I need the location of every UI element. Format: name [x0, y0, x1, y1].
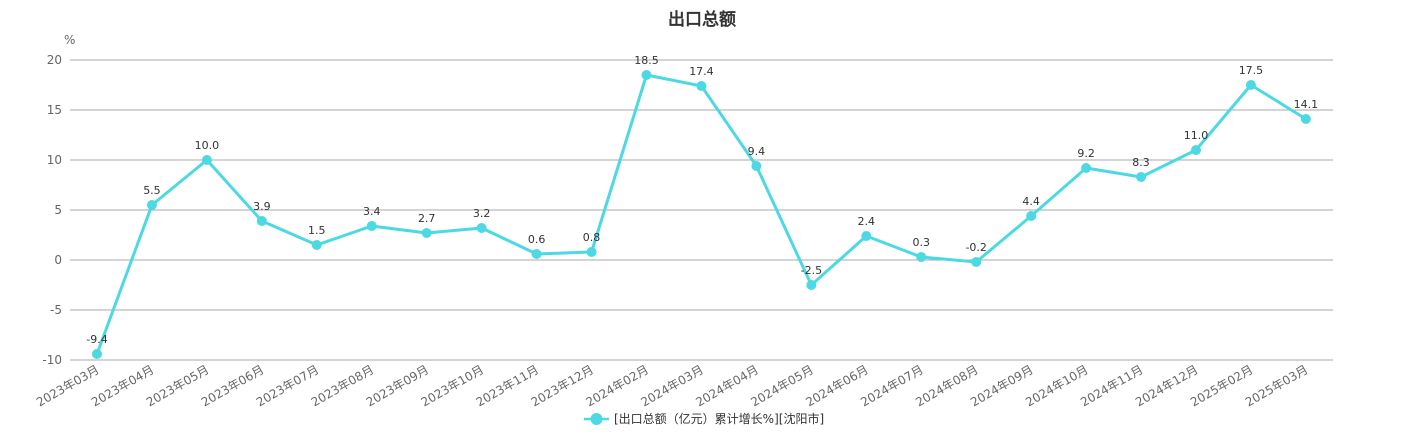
data-label: 17.5	[1239, 64, 1264, 77]
data-label: 0.8	[583, 231, 601, 244]
data-point	[971, 257, 982, 267]
x-tick-label: 2025年03月	[1243, 362, 1310, 409]
data-label: 9.4	[748, 145, 766, 158]
data-label: 10.0	[195, 139, 220, 152]
data-label: 3.9	[253, 200, 271, 213]
data-point	[421, 228, 432, 238]
data-label: 0.6	[528, 233, 546, 246]
data-point	[1026, 211, 1037, 221]
data-point	[146, 200, 157, 210]
data-point	[311, 240, 322, 250]
chart-title: 出口总额	[668, 9, 736, 30]
data-label: 3.4	[363, 205, 381, 218]
y-axis-ticks: 20 15 10 5 0 -5 -10	[42, 53, 62, 367]
y-tick-label: 20	[47, 53, 62, 67]
y-tick-label: 15	[47, 103, 62, 117]
data-point	[1136, 172, 1147, 182]
gridlines	[70, 59, 1333, 361]
data-point	[751, 161, 762, 171]
data-point	[1081, 163, 1092, 173]
data-label: 2.7	[418, 212, 436, 225]
data-point	[916, 252, 927, 262]
data-point	[256, 216, 267, 226]
data-label: -0.2	[965, 241, 986, 254]
legend-label: [出口总额（亿元）累计增长%][沈阳市]	[614, 411, 824, 426]
data-point	[806, 280, 817, 290]
data-label: 1.5	[308, 224, 326, 237]
data-point	[1300, 114, 1311, 124]
data-label: 3.2	[473, 207, 491, 220]
data-label: 14.1	[1294, 98, 1319, 111]
legend[interactable]: [出口总额（亿元）累计增长%][沈阳市]	[584, 411, 824, 426]
data-label: 17.4	[689, 65, 714, 78]
data-point	[696, 81, 707, 91]
series-layer: -9.4 5.5 10.0 3.9 1.5 3.4 2.7 3.2 0.6 0.8 18.5 17.4…	[86, 54, 1318, 359]
y-tick-label: -5	[50, 303, 62, 317]
data-label: 9.2	[1077, 147, 1095, 160]
data-point	[1191, 145, 1201, 155]
data-point	[586, 247, 597, 257]
x-axis-ticks: 2023年03月2023年04月2023年05月2023年06月2023年07月…	[34, 362, 1310, 409]
data-point	[531, 249, 542, 259]
data-point	[366, 221, 377, 231]
y-axis-unit-label: %	[64, 33, 75, 47]
data-point	[201, 155, 212, 165]
data-label: -9.4	[86, 333, 107, 346]
data-label: 4.4	[1022, 195, 1040, 208]
data-point	[1245, 80, 1256, 90]
data-label: 18.5	[634, 54, 659, 67]
data-point	[861, 231, 872, 241]
data-point	[641, 70, 652, 80]
data-point	[476, 223, 487, 233]
data-label: 0.3	[913, 236, 931, 249]
data-label: 8.3	[1132, 156, 1150, 169]
y-tick-label: 0	[54, 253, 62, 267]
legend-marker-icon	[590, 413, 603, 425]
y-tick-label: 10	[47, 153, 62, 167]
y-tick-label: -10	[42, 353, 62, 367]
data-label: 11.0	[1184, 129, 1209, 142]
y-tick-label: 5	[54, 203, 62, 217]
data-label: 2.4	[858, 215, 876, 228]
data-label: -2.5	[801, 264, 822, 277]
data-point	[92, 349, 102, 359]
data-label: 5.5	[143, 184, 161, 197]
series-line	[95, 73, 1307, 355]
